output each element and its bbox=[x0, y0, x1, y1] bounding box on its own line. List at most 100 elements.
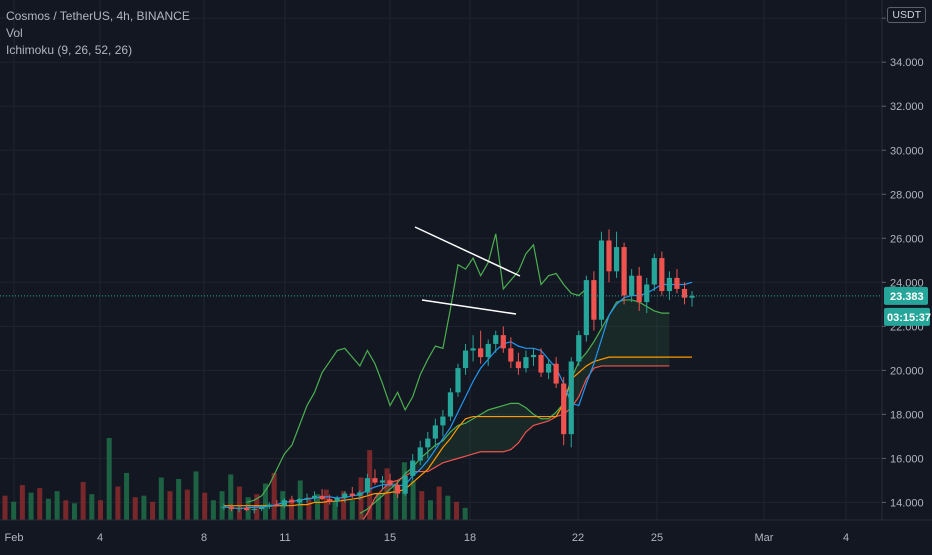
candle-body bbox=[500, 335, 506, 349]
volume-bar bbox=[63, 500, 69, 520]
candle-body bbox=[591, 280, 597, 320]
grid bbox=[0, 0, 882, 520]
candle-body bbox=[402, 475, 408, 494]
candle-body bbox=[447, 392, 454, 417]
candle-body bbox=[674, 277, 680, 289]
volume-bar bbox=[271, 472, 277, 520]
candle-body bbox=[629, 275, 635, 296]
candle-body bbox=[666, 277, 672, 292]
candle-body bbox=[410, 460, 416, 476]
candle-body bbox=[311, 495, 318, 498]
volume-bar bbox=[427, 500, 433, 520]
time-tick-label: 22 bbox=[572, 532, 584, 544]
volume-bar bbox=[289, 498, 295, 520]
chart-legend: Cosmos / TetherUS, 4h, BINANCE Vol Ichim… bbox=[6, 8, 190, 59]
price-axis-bg bbox=[882, 0, 932, 550]
volume-bar bbox=[393, 483, 399, 520]
volume-bar bbox=[453, 501, 459, 520]
candle-body bbox=[561, 383, 567, 435]
volume-bar bbox=[132, 497, 138, 520]
price-tick-label: 24.000 bbox=[890, 277, 924, 289]
candle-body bbox=[395, 484, 401, 494]
volume-bar bbox=[410, 480, 416, 520]
volume-indicator-label[interactable]: Vol bbox=[6, 26, 23, 40]
time-axis[interactable]: Feb 4 8 11 15 18 22 25 Mar 4 bbox=[0, 519, 932, 550]
volume-bar bbox=[358, 477, 364, 520]
volume-bar bbox=[28, 492, 34, 520]
volume-bar bbox=[37, 488, 43, 520]
candle-body bbox=[379, 480, 386, 483]
triangle-pattern-drawing[interactable] bbox=[414, 226, 521, 315]
volume-bar bbox=[202, 492, 208, 520]
candles bbox=[221, 229, 695, 514]
candle-body bbox=[478, 348, 484, 358]
volume-bar bbox=[315, 494, 321, 520]
volume-bar bbox=[98, 500, 104, 520]
candle-body bbox=[462, 350, 469, 369]
candle-body bbox=[266, 504, 272, 507]
ichimoku-cloud bbox=[359, 299, 670, 525]
volume-bar bbox=[80, 482, 86, 520]
volume-bar bbox=[236, 486, 242, 520]
volume-bar bbox=[19, 485, 25, 520]
triangle-lower-line bbox=[421, 299, 517, 315]
volume-bar bbox=[349, 500, 355, 520]
candle-body bbox=[553, 363, 559, 384]
candle-body bbox=[440, 416, 446, 426]
candle-body bbox=[583, 280, 589, 336]
candle-body bbox=[606, 240, 612, 272]
volume-bar bbox=[158, 477, 164, 520]
candle-body bbox=[327, 499, 333, 502]
candle-body bbox=[576, 335, 582, 362]
candle-body bbox=[651, 258, 657, 285]
candle-body bbox=[508, 348, 514, 362]
candle-body bbox=[372, 478, 378, 483]
candle-body bbox=[281, 500, 287, 506]
volume-bar bbox=[71, 503, 77, 520]
time-axis-bg bbox=[0, 520, 932, 550]
price-tags: 23.383 03:15:37 bbox=[884, 286, 931, 326]
volume-bar bbox=[262, 483, 268, 520]
volume-bar bbox=[375, 492, 381, 520]
volume-bar bbox=[228, 474, 234, 520]
candle-body bbox=[546, 363, 552, 373]
candle-body bbox=[621, 247, 627, 296]
volume-bar bbox=[184, 489, 190, 520]
volume-bar bbox=[176, 479, 182, 520]
candle-body bbox=[523, 357, 529, 369]
candle-body bbox=[221, 506, 227, 508]
candle-body bbox=[334, 497, 340, 502]
candle-body bbox=[568, 361, 574, 435]
volume-bar bbox=[124, 472, 130, 520]
candle-body bbox=[417, 447, 423, 461]
ichimoku-indicator-label[interactable]: Ichimoku (9, 26, 52, 26) bbox=[6, 43, 133, 57]
candle-body bbox=[455, 368, 461, 393]
candle-body bbox=[304, 497, 310, 500]
time-tick-label: Mar bbox=[755, 532, 774, 544]
price-axis[interactable]: 14.00016.00018.00020.00022.00024.00026.0… bbox=[881, 0, 932, 550]
time-tick-label: 4 bbox=[97, 532, 103, 544]
candle-body bbox=[644, 284, 650, 303]
volume-bar bbox=[306, 497, 312, 520]
volume-bar bbox=[445, 495, 451, 520]
volume-bar bbox=[167, 491, 173, 520]
candle-body bbox=[470, 348, 476, 351]
time-tick-label: 25 bbox=[651, 532, 663, 544]
candle-body bbox=[425, 438, 431, 448]
candle-body bbox=[364, 478, 370, 493]
symbol-title[interactable]: Cosmos / TetherUS, 4h, BINANCE bbox=[6, 9, 190, 23]
volume-bar bbox=[106, 438, 112, 520]
triangle-upper-line bbox=[414, 226, 521, 277]
candle-body bbox=[244, 507, 250, 511]
volume-bar bbox=[89, 494, 95, 520]
countdown-badge bbox=[884, 307, 930, 326]
currency-selector[interactable]: USDT bbox=[887, 7, 926, 23]
candle-body bbox=[259, 506, 265, 509]
candle-body bbox=[485, 343, 491, 358]
volume-bar bbox=[150, 501, 156, 520]
volume-bar bbox=[419, 491, 425, 520]
candle-body bbox=[613, 247, 620, 272]
candle-body bbox=[251, 508, 257, 511]
